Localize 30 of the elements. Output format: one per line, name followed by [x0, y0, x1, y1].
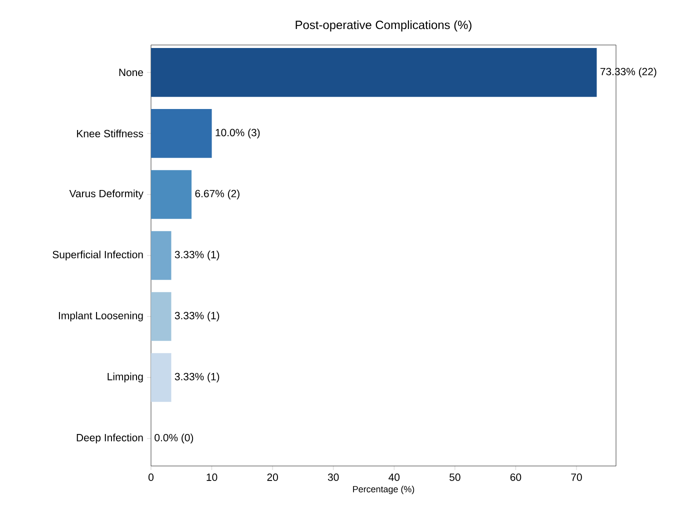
- y-tick-label: Superficial Infection: [52, 250, 143, 260]
- bar: [151, 170, 192, 219]
- x-tick-label: 70: [571, 474, 582, 481]
- x-tick-label: 0: [148, 474, 154, 481]
- bar: [151, 353, 172, 402]
- x-tick-label: 50: [450, 474, 460, 481]
- chart-title: Post-operative Complications (%): [296, 20, 472, 32]
- x-tick-label: 30: [328, 474, 339, 481]
- data-label: 3.33% (1): [174, 312, 220, 322]
- data-label: 6.67% (2): [195, 190, 240, 200]
- x-tick-label: 40: [388, 474, 400, 481]
- x-tick-label: 10: [206, 474, 218, 481]
- y-tick-label: None: [119, 68, 144, 76]
- y-tick-label: Deep Infection: [76, 434, 143, 444]
- data-label: 0.0% (0): [154, 434, 194, 444]
- y-tick-label: Limping: [108, 372, 143, 382]
- data-label: 73.33% (22): [600, 68, 656, 78]
- bar: [151, 109, 212, 158]
- x-tick-label: 60: [510, 474, 522, 481]
- y-tick-label: Varus Deformity: [69, 190, 144, 200]
- bar: [151, 48, 597, 97]
- y-tick-label: Knee Stiffness: [77, 130, 144, 138]
- bar: [151, 292, 172, 341]
- data-label: 10.0% (3): [216, 128, 260, 138]
- data-label: 3.33% (1): [174, 250, 220, 260]
- x-axis-title: Percentage (%): [353, 486, 414, 494]
- y-tick-label: Implant Loosening: [58, 312, 143, 322]
- x-tick-label: 20: [267, 474, 278, 481]
- bar: [151, 231, 172, 280]
- data-label: 3.33% (1): [174, 372, 220, 382]
